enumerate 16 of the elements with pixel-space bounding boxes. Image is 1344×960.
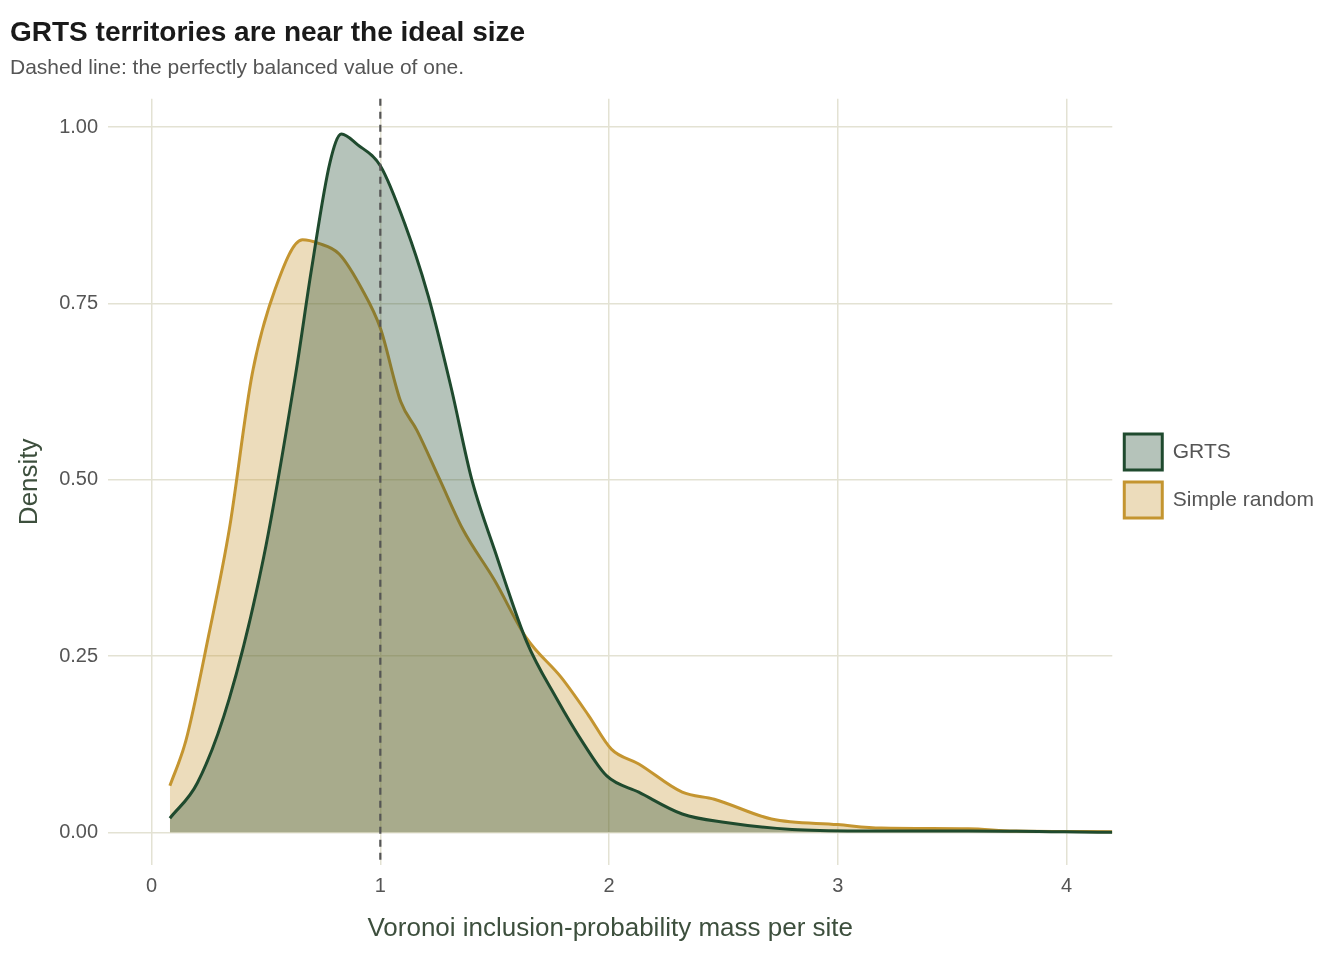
y-tick-label: 0.00 [59,819,99,842]
chart-subtitle: Dashed line: the perfectly balanced value of one. [10,55,465,78]
y-tick-label: 1.00 [59,114,99,137]
x-tick-label: 0 [146,874,158,897]
y-axis-title: Density [12,438,43,526]
x-axis-title: Voronoi inclusion-probability mass per site [367,911,853,942]
y-tick-label: 0.75 [59,290,99,313]
x-tick-label: 1 [374,874,386,897]
chart-title: GRTS territories are near the ideal size [10,15,526,47]
y-tick-label: 0.25 [59,643,99,666]
x-tick-label: 2 [603,874,615,897]
x-tick-label: 4 [1060,874,1073,897]
y-tick-label: 0.50 [59,467,99,490]
x-tick-label: 3 [832,874,844,897]
legend-label: Simple random [1172,486,1315,510]
legend-label: GRTS [1172,438,1231,462]
